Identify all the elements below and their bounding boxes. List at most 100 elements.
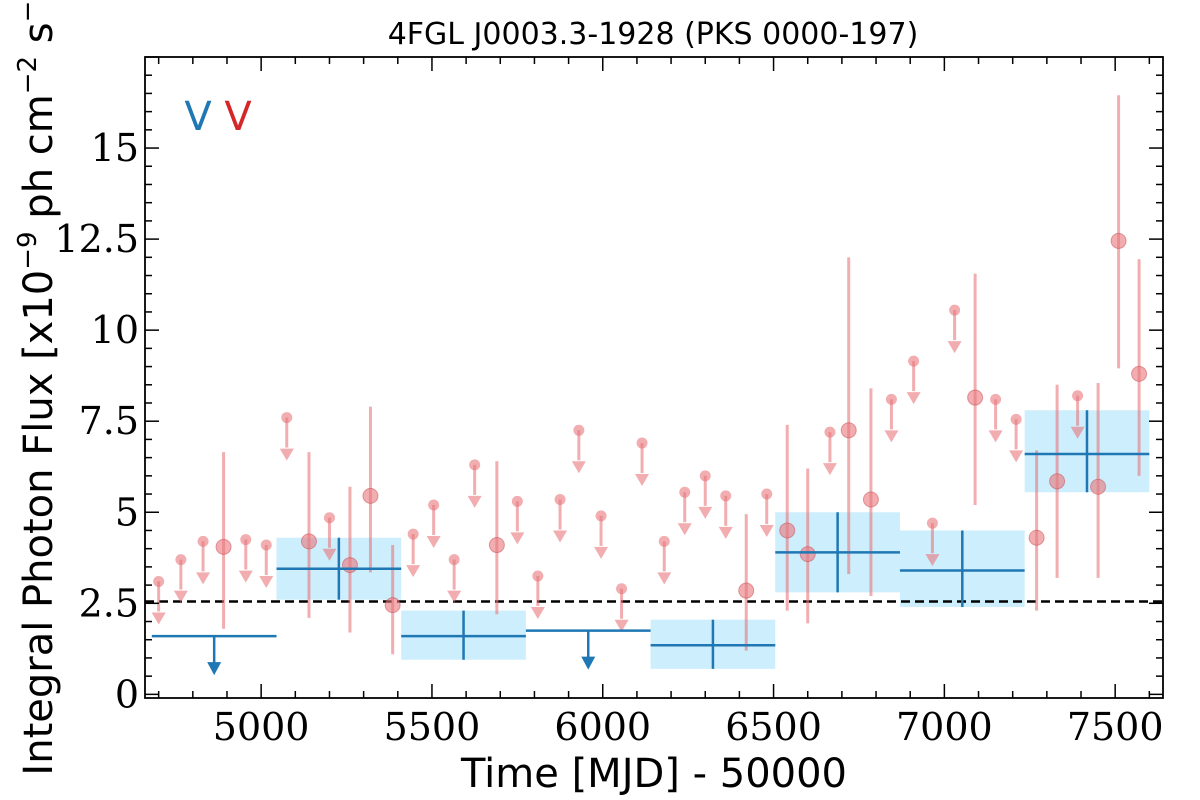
point-marker-46 — [1110, 232, 1127, 249]
point-ul-arrow-25 — [677, 523, 692, 536]
point-marker-7 — [300, 533, 317, 550]
point-ul-arrow-23 — [635, 474, 650, 487]
point-ul-arrow-38 — [947, 341, 962, 354]
point-ul-marker-35 — [885, 393, 897, 405]
point-ul-arrow-0 — [151, 612, 166, 625]
point-ul-arrow-19 — [553, 530, 568, 543]
point-marker-9 — [341, 557, 358, 574]
point-ul-marker-36 — [908, 355, 920, 367]
point-ul-marker-40 — [990, 393, 1002, 405]
point-marker-16 — [488, 537, 505, 554]
point-ul-arrow-40 — [988, 430, 1003, 443]
point-ul-arrow-26 — [698, 506, 713, 519]
axes-frame — [144, 56, 1164, 699]
y-axis-label-mid2: s — [16, 22, 62, 56]
point-ul-marker-17 — [511, 495, 523, 507]
point-ul-marker-13 — [428, 499, 440, 511]
x-tick-label-2: 6000 — [554, 705, 651, 749]
y-axis-label-mid: ph cm — [16, 94, 62, 231]
x-tick-label-1: 5500 — [384, 705, 481, 749]
y-axis-label-main: Integral Photon Flux [x10 — [16, 270, 62, 776]
point-ul-arrow-36 — [906, 392, 921, 405]
point-marker-11 — [384, 597, 401, 614]
y-axis-label-exp3: −1 — [13, 0, 43, 22]
chart-title: 4FGL J0003.3-1928 (PKS 0000-197) — [388, 17, 919, 52]
point-ul-arrow-1 — [173, 590, 188, 603]
legend-label-0: V — [184, 94, 212, 140]
point-ul-marker-2 — [197, 535, 209, 547]
point-ul-arrow-15 — [467, 495, 482, 508]
point-ul-marker-25 — [679, 486, 691, 498]
point-ul-marker-12 — [407, 528, 419, 540]
y-axis-label: Integral Photon Flux [x10−9 ph cm−2 s−1] — [13, 0, 62, 776]
point-ul-arrow-32 — [822, 463, 837, 476]
point-ul-arrow-35 — [884, 430, 899, 443]
point-ul-arrow-5 — [259, 576, 274, 589]
y-axis-label-exp1: −9 — [13, 231, 43, 269]
point-ul-arrow-24 — [657, 572, 672, 585]
point-ul-arrow-22 — [614, 619, 629, 632]
point-ul-arrow-12 — [406, 565, 421, 578]
point-ul-marker-38 — [949, 304, 961, 316]
x-tick-label-5: 7500 — [1067, 705, 1164, 749]
point-ul-marker-37 — [926, 517, 938, 529]
point-ul-marker-15 — [469, 459, 481, 471]
x-axis-label: Time [MJD] - 50000 — [460, 751, 847, 797]
point-marker-43 — [1049, 473, 1066, 490]
bin-ul-arrow-3 — [581, 656, 596, 670]
point-ul-arrow-14 — [447, 590, 462, 603]
point-ul-marker-24 — [658, 535, 670, 547]
point-ul-marker-4 — [240, 534, 252, 546]
point-ul-arrow-4 — [238, 570, 253, 583]
point-marker-28 — [738, 582, 755, 599]
x-tick-label-4: 7000 — [896, 705, 993, 749]
point-marker-30 — [779, 522, 796, 539]
point-ul-marker-21 — [595, 510, 607, 522]
point-ul-marker-44 — [1072, 390, 1084, 402]
point-marker-34 — [862, 491, 879, 508]
point-ul-marker-0 — [153, 575, 165, 587]
bin-ul-arrow-0 — [207, 662, 222, 676]
y-tick-label-6: 15 — [91, 126, 139, 170]
point-ul-marker-5 — [260, 539, 272, 551]
point-ul-arrow-44 — [1070, 426, 1085, 439]
point-ul-arrow-8 — [322, 548, 337, 561]
point-ul-marker-1 — [175, 554, 187, 566]
point-marker-42 — [1028, 529, 1045, 546]
point-ul-marker-8 — [323, 512, 335, 524]
point-ul-arrow-27 — [718, 526, 733, 539]
point-ul-arrow-18 — [530, 606, 545, 619]
legend-label-1: V — [224, 94, 252, 140]
y-tick-label-0: 0 — [115, 672, 139, 716]
point-ul-marker-18 — [532, 570, 544, 582]
point-ul-marker-32 — [824, 426, 836, 438]
point-marker-39 — [967, 389, 984, 406]
point-ul-arrow-37 — [925, 554, 940, 567]
point-marker-45 — [1090, 478, 1107, 495]
y-tick-label-3: 7.5 — [79, 399, 139, 443]
point-ul-arrow-17 — [510, 532, 525, 545]
point-ul-marker-20 — [573, 424, 585, 436]
point-ul-arrow-20 — [571, 461, 586, 474]
point-ul-marker-29 — [761, 488, 773, 500]
point-ul-arrow-41 — [1009, 450, 1024, 463]
y-tick-label-1: 2.5 — [79, 581, 139, 625]
point-marker-10 — [362, 487, 379, 504]
point-ul-arrow-2 — [196, 572, 211, 585]
point-marker-3 — [215, 538, 232, 555]
point-ul-marker-26 — [699, 470, 711, 482]
y-tick-label-2: 5 — [115, 490, 139, 534]
y-tick-label-5: 12.5 — [54, 217, 139, 261]
point-ul-marker-22 — [616, 583, 628, 595]
point-ul-marker-19 — [554, 494, 566, 506]
y-axis-label-exp2: −2 — [13, 56, 43, 94]
point-ul-marker-41 — [1010, 413, 1022, 425]
x-tick-label-0: 5000 — [213, 705, 310, 749]
x-tick-label-3: 6500 — [725, 705, 822, 749]
point-ul-marker-27 — [720, 490, 732, 502]
plot-area: 5000 5500 6000 6500 7000 7500 0 2.5 5 7.5 10 12.5 15… — [54, 56, 1164, 749]
point-marker-47 — [1131, 365, 1148, 382]
point-marker-33 — [840, 422, 857, 439]
point-ul-arrow-13 — [426, 535, 441, 548]
